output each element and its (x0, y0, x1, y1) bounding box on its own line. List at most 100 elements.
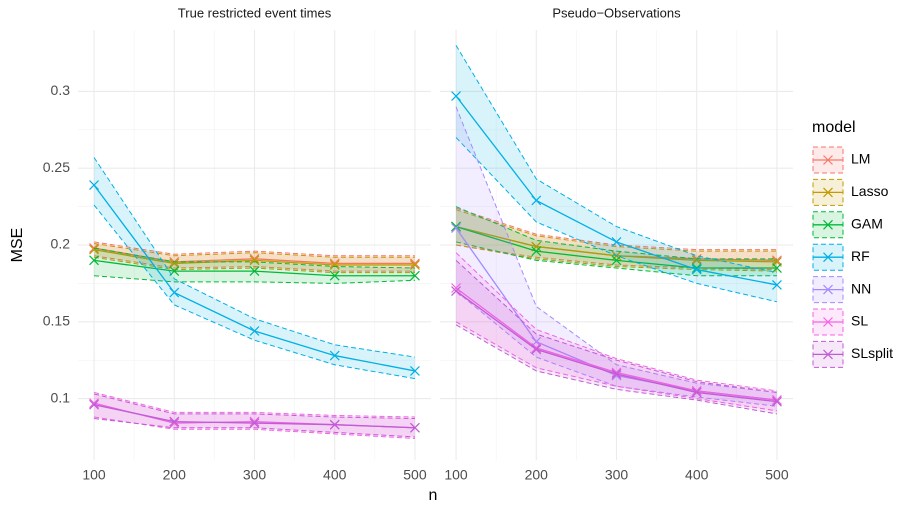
confidence-ribbon (456, 209, 777, 272)
lower-bound-line (455, 244, 777, 272)
point-marker (169, 258, 180, 269)
confidence-ribbon (94, 393, 415, 437)
x-tick-label: 500 (403, 467, 427, 483)
point-marker (611, 369, 622, 379)
point-marker (772, 396, 782, 407)
x-tick-label: 500 (765, 467, 789, 483)
upper-bound-line (455, 209, 777, 252)
lower-bound-line (93, 416, 415, 439)
legend-label: RF (851, 248, 870, 264)
point-marker (772, 263, 782, 273)
point-marker (823, 252, 833, 263)
upper-bound-line (455, 207, 777, 251)
point-marker (531, 246, 542, 257)
confidence-ribbon (94, 392, 415, 439)
y-tick-label: 0.3 (51, 82, 71, 98)
point-marker (249, 255, 260, 266)
x-tick-label: 300 (243, 467, 267, 483)
point-marker (89, 399, 99, 410)
point-marker (772, 255, 782, 266)
confidence-ribbon (94, 248, 415, 284)
lower-bound-line (455, 290, 778, 407)
point-marker (89, 243, 99, 253)
x-tick-label: 300 (605, 467, 629, 483)
upper-bound-line (455, 106, 778, 393)
facet-title: Pseudo−Observations (552, 5, 681, 20)
upper-bound-line (93, 391, 415, 418)
upper-bound-line (455, 45, 778, 274)
lower-bound-line (455, 321, 778, 412)
point-marker (691, 263, 702, 273)
point-marker (329, 419, 340, 430)
y-tick-label: 0.15 (43, 312, 70, 328)
point-marker (691, 385, 702, 396)
point-marker (89, 244, 99, 255)
point-marker (451, 286, 461, 296)
upper-bound-line (455, 259, 778, 393)
x-tick-label: 200 (163, 467, 187, 483)
point-marker (531, 195, 542, 206)
upper-bound-line (93, 247, 415, 269)
lower-bound-line (455, 137, 778, 303)
point-marker (451, 283, 461, 293)
y-tick-label: 0.25 (43, 159, 70, 175)
point-marker (329, 260, 340, 270)
point-marker (249, 416, 260, 427)
confidence-ribbon (94, 157, 415, 379)
lower-bound-line (455, 241, 777, 277)
legend-label: NN (851, 280, 871, 296)
y-tick-label: 0.1 (51, 389, 71, 405)
upper-bound-line (93, 393, 415, 420)
point-marker (89, 255, 99, 266)
point-marker (823, 317, 833, 327)
point-marker (531, 241, 542, 252)
point-marker (451, 221, 461, 232)
point-marker (410, 422, 420, 433)
point-marker (89, 180, 99, 191)
point-marker (823, 349, 833, 360)
legend-title: model (812, 119, 856, 136)
point-marker (823, 284, 833, 295)
point-marker (691, 387, 702, 398)
y-tick-label: 0.2 (51, 236, 71, 252)
confidence-ribbon (456, 106, 777, 407)
point-marker (410, 260, 420, 270)
point-marker (611, 255, 622, 266)
upper-bound-line (93, 241, 415, 257)
facet-title: True restricted event times (178, 5, 332, 20)
confidence-ribbon (456, 206, 777, 276)
point-marker (772, 280, 782, 290)
legend-label: SL (851, 313, 868, 329)
point-marker (410, 270, 420, 281)
x-tick-label: 100 (444, 467, 468, 483)
legend-label: LM (851, 151, 870, 167)
upper-bound-line (93, 242, 415, 258)
x-axis-title: n (429, 487, 438, 504)
lower-bound-line (93, 256, 415, 274)
point-marker (169, 416, 180, 427)
x-tick-label: 400 (685, 467, 709, 483)
point-marker (249, 418, 260, 429)
point-marker (329, 350, 340, 361)
confidence-ribbon (456, 45, 777, 302)
lower-bound-line (455, 324, 778, 415)
point-marker (410, 258, 420, 269)
upper-bound-line (455, 206, 777, 260)
point-marker (410, 366, 420, 376)
point-marker (823, 155, 833, 165)
point-marker (691, 264, 702, 275)
point-marker (249, 326, 260, 336)
point-marker (691, 255, 702, 266)
x-tick-label: 200 (525, 467, 549, 483)
confidence-ribbon (456, 252, 777, 411)
lower-bound-line (93, 255, 415, 272)
point-marker (772, 395, 782, 406)
legend-label: Lasso (851, 183, 889, 199)
x-tick-label: 100 (82, 467, 106, 483)
point-marker (611, 367, 622, 378)
point-marker (89, 398, 99, 409)
lower-bound-line (94, 275, 415, 284)
point-marker (823, 219, 833, 230)
point-marker (169, 418, 180, 429)
